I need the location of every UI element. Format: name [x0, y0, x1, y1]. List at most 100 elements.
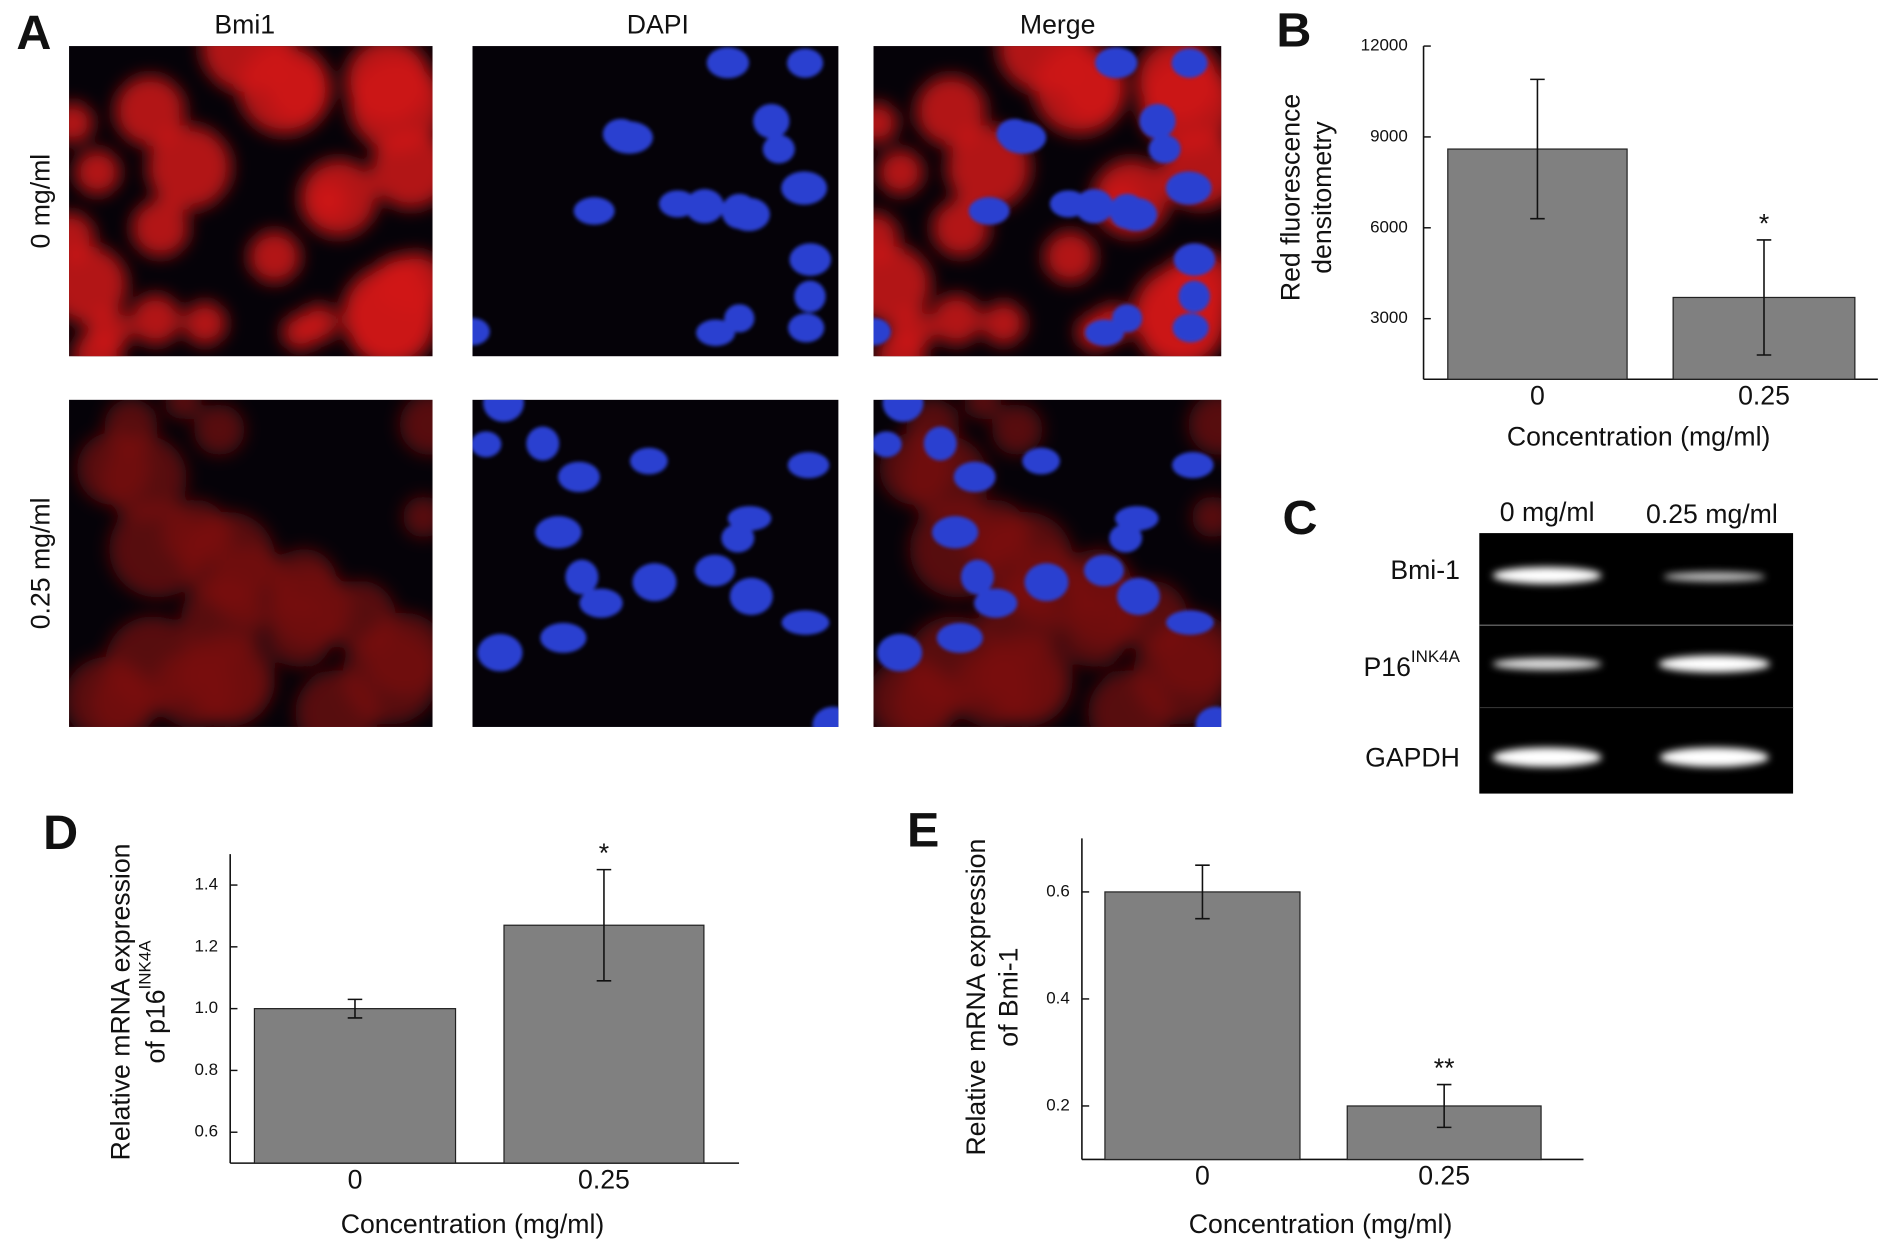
cell-signal [873, 656, 953, 727]
nucleus [535, 516, 582, 549]
cell-signal [348, 56, 433, 152]
column-header: DAPI [627, 10, 689, 40]
column-header: Bmi1 [214, 10, 275, 40]
nucleus [923, 426, 957, 461]
nucleus [727, 506, 772, 531]
gel-row-label: P16INK4A [1363, 647, 1460, 681]
nucleus [573, 197, 615, 225]
cell-signal [69, 245, 128, 325]
x-tick-label: 0.25 [1738, 380, 1790, 410]
cell-signal [1192, 496, 1222, 538]
nucleus [1022, 447, 1061, 475]
error-bar [1195, 864, 1210, 920]
chart: D 0.6 0.8 1.0 1.2 1.4 0 0.25 * Concentration (mg/… [43, 806, 740, 1239]
y-tick-label: 1.0 [194, 998, 218, 1017]
nucleus [477, 633, 523, 672]
micrograph-content [472, 399, 839, 727]
nucleus [727, 197, 770, 232]
nucleus [1139, 103, 1176, 139]
nucleus [579, 588, 623, 618]
cell-signal [101, 435, 187, 521]
gel-band [1659, 747, 1769, 767]
nucleus [1083, 554, 1124, 587]
micrograph-content [873, 46, 1222, 357]
gel-column-label: 0 mg/ml [1500, 497, 1595, 527]
nucleus [936, 622, 983, 653]
nucleus [1148, 134, 1181, 164]
nucleus [558, 461, 600, 493]
cell-signal [181, 511, 276, 607]
cell-signal [930, 294, 982, 345]
nucleus [1114, 506, 1159, 531]
x-tick-label: 0 [1195, 1161, 1210, 1191]
cell-signal [402, 496, 433, 538]
y-tick-label: 1.2 [194, 936, 218, 955]
panel-letter: E [907, 803, 939, 857]
gel-band [1663, 571, 1766, 582]
nucleus [974, 588, 1018, 618]
row-label: 0.25 mg/ml [25, 498, 55, 630]
x-tick-label: 0.25 [1418, 1161, 1470, 1191]
x-tick-label: 0.25 [578, 1164, 630, 1194]
cell-signal [146, 125, 232, 210]
panel-letter: A [16, 6, 51, 60]
nucleus [1074, 189, 1114, 224]
nucleus [781, 171, 828, 205]
chart: B 3000 6000 9000 12000 0 0.25 * Concentration (m… [1276, 4, 1878, 452]
y-axis-label: Relative mRNA expression [961, 839, 991, 1156]
nucleus [1172, 313, 1209, 343]
nucleus [472, 318, 490, 346]
y-tick-label: 9000 [1370, 126, 1408, 145]
cell-signal [964, 399, 1002, 420]
nucleus [882, 399, 924, 422]
nucleus [706, 47, 750, 79]
gel-row-label-sup: INK4A [1411, 647, 1461, 666]
error-bar [1530, 78, 1545, 220]
panel-a: A Bmi1 DAPI Merge 0 mg/ml 0.25 mg/ml [16, 6, 1222, 727]
significance-mark: * [599, 838, 609, 868]
y-tick-label: 0.6 [1046, 881, 1070, 900]
y-tick-label: 6000 [1370, 217, 1408, 236]
y-tick-label: 0.6 [194, 1122, 218, 1141]
cell-signal [131, 199, 190, 257]
cell-signal [69, 102, 94, 144]
nucleus [960, 559, 994, 595]
nucleus [696, 319, 736, 347]
nucleus [1116, 577, 1161, 616]
nucleus [630, 447, 668, 475]
y-axis-label-sup: INK4A [136, 940, 155, 990]
nucleus [1173, 243, 1216, 276]
cell-signal [1088, 670, 1173, 727]
cell-signal [992, 404, 1043, 455]
cell-signal [164, 399, 202, 420]
cell-signal [385, 252, 433, 315]
nucleus [602, 118, 639, 150]
nucleus [540, 622, 587, 653]
nucleus [812, 706, 839, 727]
cell-signal [74, 149, 121, 196]
gel-row-label: GAPDH [1365, 743, 1460, 773]
cell-signal [1059, 598, 1129, 667]
nucleus [1114, 197, 1158, 232]
nucleus [694, 554, 735, 587]
nucleus [1171, 48, 1208, 78]
nucleus [877, 633, 923, 672]
gel-row-label-text: P16 [1363, 652, 1410, 682]
y-axis-label: of Bmi-1 [993, 948, 1023, 1047]
nucleus [1165, 171, 1212, 205]
nucleus [1085, 319, 1125, 347]
nucleus [787, 452, 830, 479]
cell-signal [69, 656, 150, 727]
nucleus [953, 461, 996, 493]
nucleus [1024, 563, 1069, 602]
gel-row-label-text: GAPDH [1365, 743, 1460, 773]
nucleus [685, 189, 725, 224]
micrograph-content [69, 46, 433, 357]
cell-signal [981, 301, 1026, 346]
nucleus [753, 103, 790, 139]
nucleus [1109, 523, 1143, 553]
nucleus [632, 563, 677, 602]
nucleus [526, 426, 560, 461]
panel-letter: C [1282, 491, 1317, 545]
